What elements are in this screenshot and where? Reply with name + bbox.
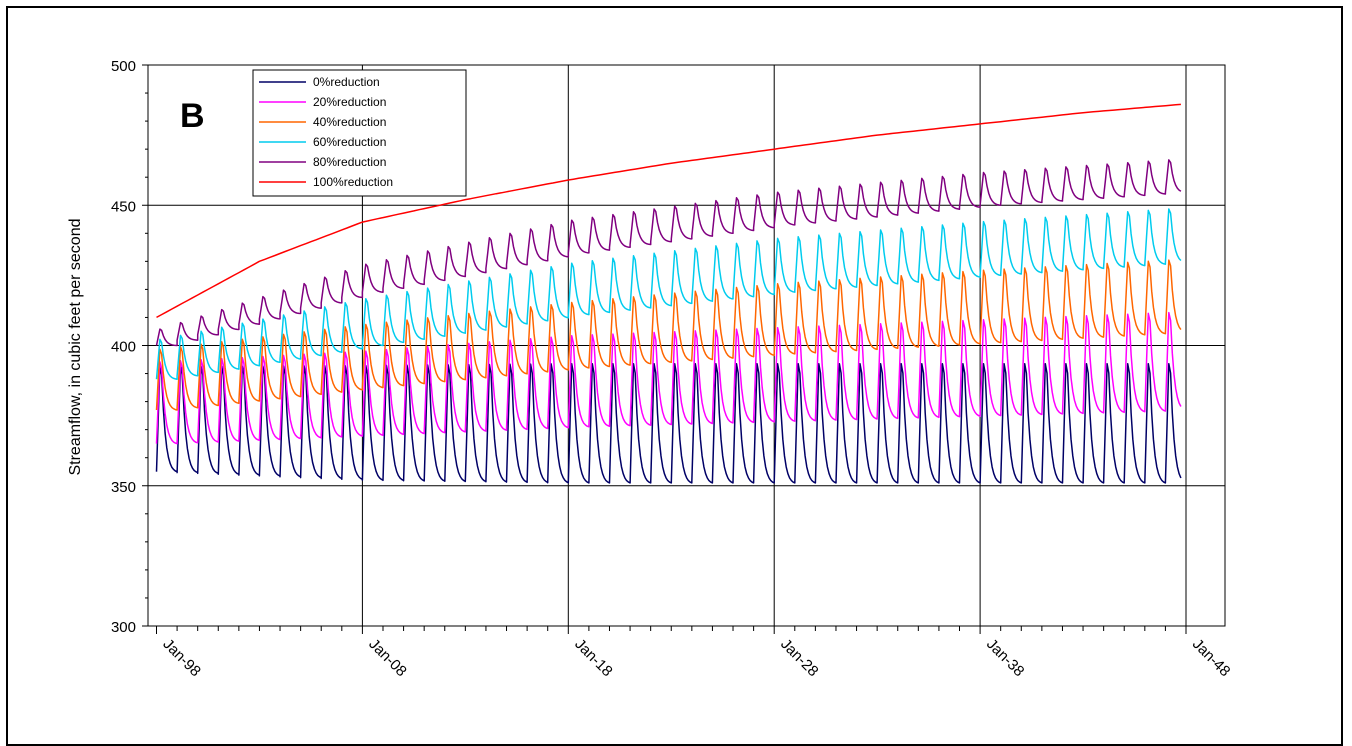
legend: 0%reduction 20%reduction 40%reduction 60%re… <box>252 69 467 197</box>
x-tick-label: Jan-38 <box>983 636 1027 680</box>
series-line <box>155 259 1182 411</box>
y-axis-title: Streamflow, in cubic feet per second <box>67 218 84 475</box>
y-tick-label: 350 <box>111 479 136 496</box>
y-tick-label: 500 <box>111 58 136 75</box>
y-tick-label: 400 <box>111 339 136 356</box>
series-line <box>155 362 1182 484</box>
x-tick-label: Jan-48 <box>1189 636 1233 680</box>
series-line <box>156 103 1181 319</box>
panel-label: B <box>180 97 205 135</box>
x-tick-label: Jan-08 <box>365 636 409 680</box>
legend-entry: 40%reduction <box>313 115 386 129</box>
grid-lines <box>147 64 1226 627</box>
x-tick-label: Jan-98 <box>159 636 203 680</box>
legend-entry: 0%reduction <box>313 75 380 89</box>
legend-entry: 100%reduction <box>313 175 393 189</box>
y-tick-label: 300 <box>111 619 136 636</box>
legend-entry: 20%reduction <box>313 95 386 109</box>
series-line <box>155 159 1182 347</box>
legend-entry: 60%reduction <box>313 135 386 149</box>
x-tick-label: Jan-18 <box>571 636 615 680</box>
y-tick-label: 450 <box>111 198 136 215</box>
x-tick-label: Jan-28 <box>777 636 821 680</box>
series-lines <box>155 103 1182 484</box>
legend-entry: 80%reduction <box>313 155 386 169</box>
series-line <box>155 208 1182 380</box>
series-line <box>155 311 1182 445</box>
legend-box <box>252 69 467 197</box>
